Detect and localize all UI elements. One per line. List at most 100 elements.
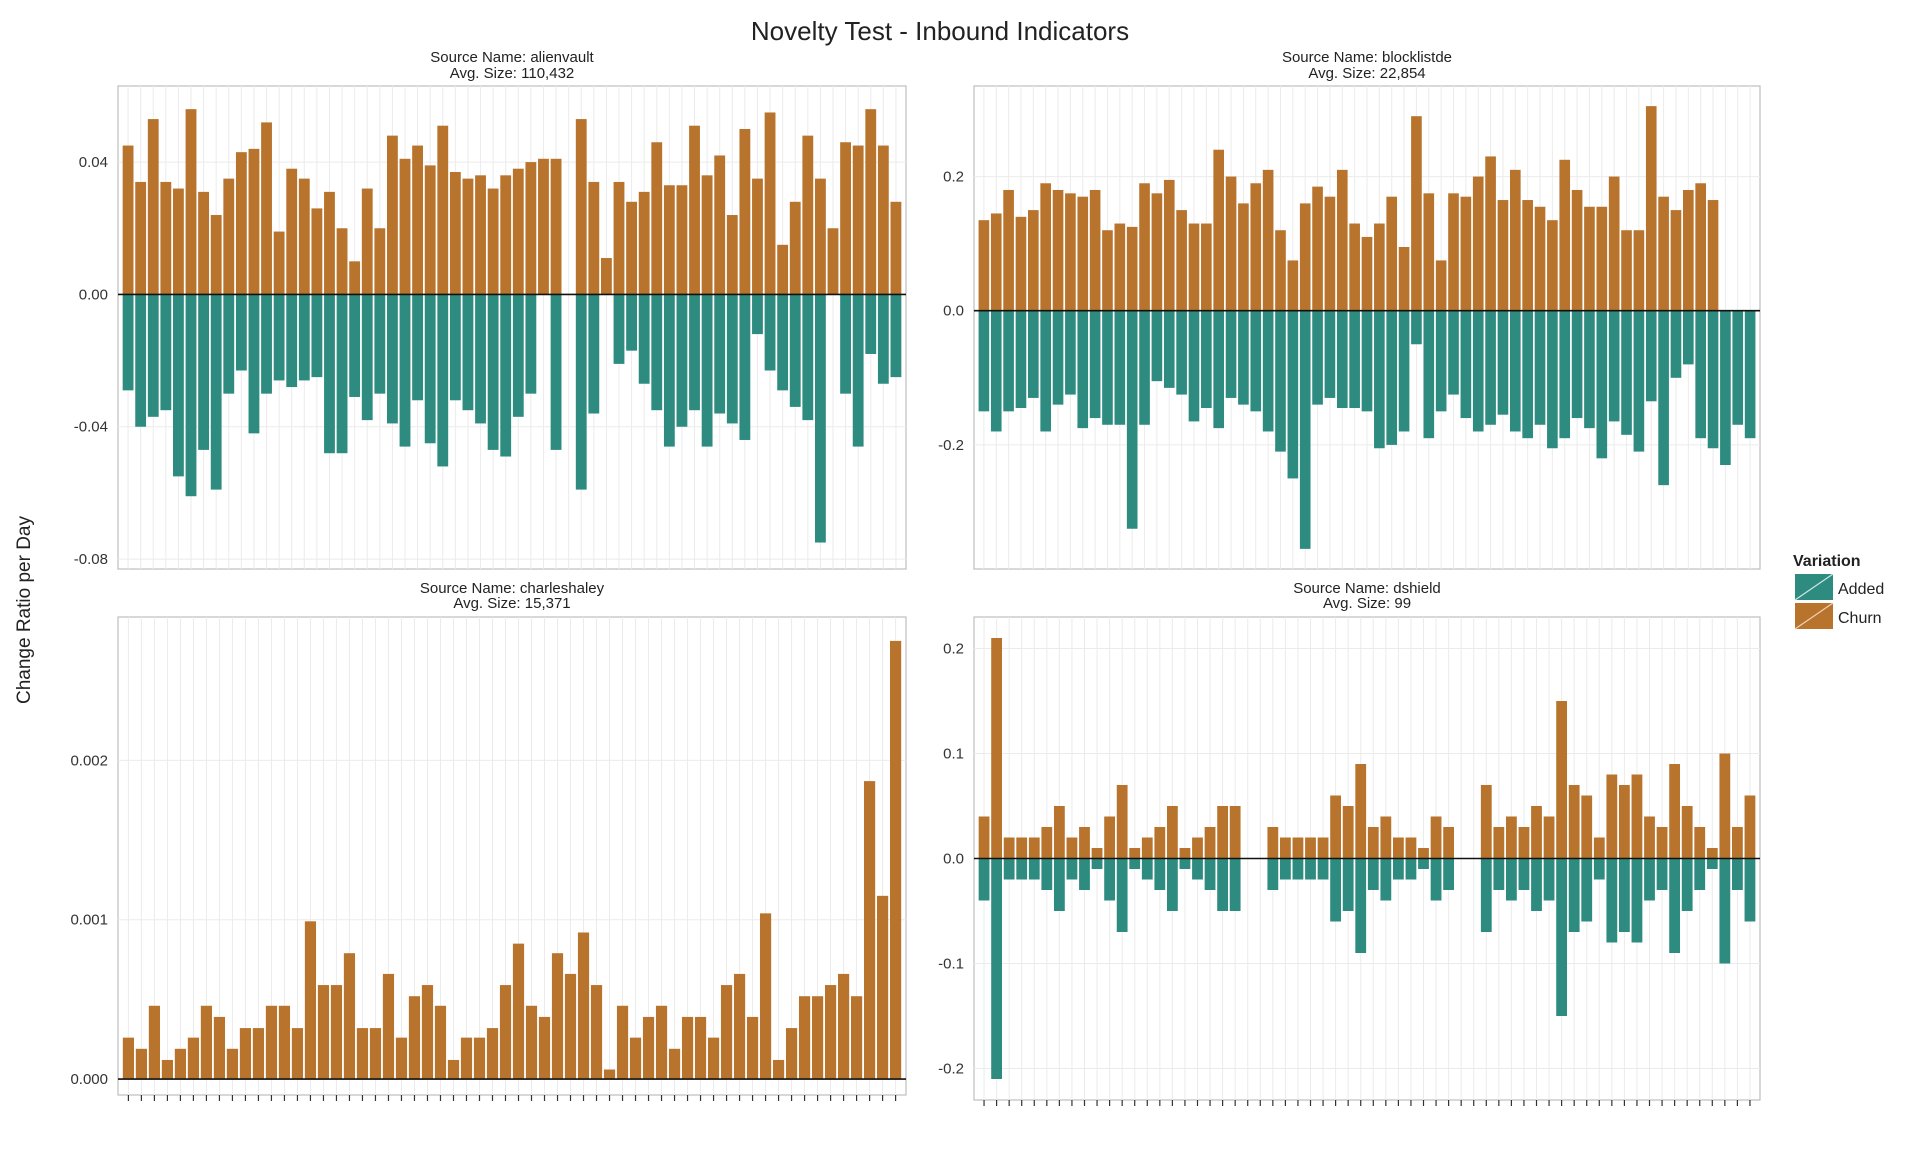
bar-churn <box>681 1016 694 1080</box>
bar-added <box>1644 858 1655 901</box>
bar-churn <box>1618 785 1630 859</box>
bar-added <box>814 294 826 543</box>
bar-churn <box>1015 216 1027 311</box>
bar-churn <box>161 1059 174 1080</box>
bar-churn <box>759 913 772 1080</box>
bar-churn <box>1706 848 1718 859</box>
bar-added <box>1443 858 1455 890</box>
bar-churn <box>1102 230 1113 311</box>
bar-churn <box>1324 196 1336 311</box>
bar-added <box>1238 310 1249 405</box>
bar-added <box>1559 310 1571 439</box>
bar-added <box>1317 858 1329 880</box>
bar-churn <box>668 1048 681 1080</box>
bar-churn <box>1460 196 1472 311</box>
bar-added <box>1015 310 1027 408</box>
bar-churn <box>1621 230 1632 311</box>
bar-churn <box>1707 200 1719 311</box>
bar-churn <box>1225 176 1237 311</box>
bar-added <box>1720 310 1731 466</box>
bar-added <box>1581 858 1593 922</box>
bar-churn <box>265 1005 278 1080</box>
bar-added <box>525 294 537 394</box>
bar-churn <box>852 145 864 295</box>
bar-churn <box>850 996 863 1080</box>
bar-added <box>1568 858 1580 932</box>
bar-churn <box>412 145 424 295</box>
bar-churn <box>1386 196 1398 311</box>
bar-churn <box>1505 816 1517 859</box>
bar-added <box>1435 310 1447 412</box>
bar-churn <box>1267 827 1279 859</box>
bar-added <box>1405 858 1417 880</box>
bar-churn <box>824 985 837 1080</box>
panel-charleshaley: Source Name: charleshaley Avg. Size: 15,… <box>70 580 907 1101</box>
bar-churn <box>408 996 421 1080</box>
bar-churn <box>865 109 877 295</box>
panel-title: Source Name: charleshaley <box>420 580 605 597</box>
bar-churn <box>877 895 889 1080</box>
bar-added <box>210 294 222 490</box>
y-tick-label: 0.2 <box>943 641 964 658</box>
bar-added <box>1116 858 1128 932</box>
bar-churn <box>1279 837 1291 859</box>
bar-added <box>198 294 210 450</box>
bar-churn <box>460 1037 473 1080</box>
bar-churn <box>1003 837 1015 859</box>
bar-churn <box>387 135 398 295</box>
bar-added <box>248 294 260 434</box>
bar-churn <box>324 191 335 295</box>
bar-added <box>714 294 726 414</box>
bar-churn <box>1355 764 1367 859</box>
bar-added <box>1543 858 1555 901</box>
bar-added <box>437 294 449 467</box>
bar-churn <box>689 125 700 295</box>
bar-churn <box>1374 223 1385 311</box>
bar-churn <box>1631 774 1643 859</box>
bar-churn <box>317 985 330 1080</box>
bar-churn <box>499 985 512 1080</box>
bar-churn <box>1139 183 1150 311</box>
bar-churn <box>1238 203 1249 311</box>
bar-churn <box>1204 827 1216 859</box>
bar-churn <box>500 175 512 295</box>
bar-churn <box>714 155 726 295</box>
panel-title: Source Name: alienvault <box>430 49 594 66</box>
bar-added <box>1621 310 1632 435</box>
bar-added <box>1292 858 1304 880</box>
bar-churn <box>726 215 738 295</box>
bar-added <box>1299 310 1311 549</box>
bar-churn <box>827 228 839 295</box>
bar-churn <box>1596 206 1608 311</box>
bar-added <box>726 294 738 424</box>
bar-churn <box>1065 193 1076 311</box>
bar-added <box>185 294 197 497</box>
bar-churn <box>577 932 590 1080</box>
bar-added <box>1631 858 1643 943</box>
bar-added <box>1065 310 1076 395</box>
bar-added <box>1418 858 1429 869</box>
panel-subtitle: Avg. Size: 22,854 <box>1308 65 1425 82</box>
bar-added <box>361 294 373 421</box>
legend-swatch-slash <box>1794 573 1834 601</box>
bar-churn <box>462 178 474 295</box>
bar-added <box>588 294 600 414</box>
bar-added <box>1041 858 1053 890</box>
bar-churn <box>764 112 776 295</box>
bar-added <box>1305 858 1316 880</box>
bar-churn <box>361 188 373 295</box>
bar-added <box>1505 858 1517 901</box>
bar-churn <box>978 220 990 311</box>
bar-churn <box>1028 837 1040 859</box>
bar-churn <box>1262 169 1274 311</box>
bar-churn <box>1497 200 1509 311</box>
bar-added <box>752 294 763 335</box>
bar-churn <box>239 1028 252 1080</box>
bar-churn <box>814 178 826 295</box>
bar-added <box>374 294 386 394</box>
legend-title: Variation <box>1793 553 1861 570</box>
bar-churn <box>603 1069 616 1080</box>
bar-churn <box>575 119 587 295</box>
bar-churn <box>223 178 235 295</box>
bar-churn <box>1066 837 1078 859</box>
